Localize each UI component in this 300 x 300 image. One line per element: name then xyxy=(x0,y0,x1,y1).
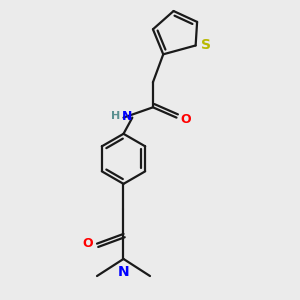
Text: S: S xyxy=(201,38,211,52)
Text: N: N xyxy=(122,110,132,123)
Text: N: N xyxy=(118,265,129,279)
Text: O: O xyxy=(180,112,191,126)
Text: O: O xyxy=(82,237,93,250)
Text: H: H xyxy=(111,111,120,121)
